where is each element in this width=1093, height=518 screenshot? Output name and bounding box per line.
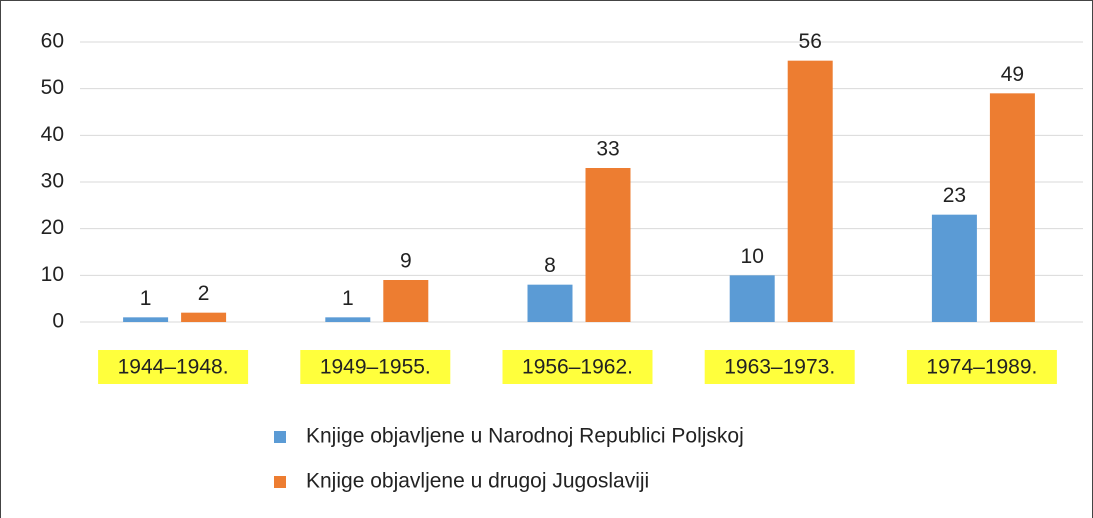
y-tick-label: 0 bbox=[52, 310, 64, 333]
y-tick-label: 50 bbox=[41, 76, 64, 99]
x-tick-label: 1944–1948. bbox=[118, 356, 229, 379]
data-label: 56 bbox=[799, 30, 822, 53]
bar bbox=[325, 317, 371, 322]
y-tick-label: 20 bbox=[41, 216, 64, 239]
category-highlight bbox=[704, 350, 855, 384]
data-label: 33 bbox=[596, 138, 619, 161]
data-label: 10 bbox=[741, 245, 764, 268]
bar bbox=[123, 317, 169, 322]
category-highlight bbox=[906, 350, 1057, 384]
x-tick-label: 1956–1962. bbox=[522, 356, 633, 379]
bar bbox=[585, 168, 631, 322]
data-label: 23 bbox=[943, 184, 966, 207]
bar bbox=[787, 60, 833, 323]
bar bbox=[931, 214, 977, 322]
legend-swatch bbox=[274, 476, 286, 488]
data-label: 2 bbox=[198, 282, 210, 305]
y-tick-label: 60 bbox=[41, 30, 64, 53]
y-tick-label: 10 bbox=[41, 263, 64, 286]
data-label: 1 bbox=[140, 287, 152, 310]
data-label: 49 bbox=[1001, 63, 1024, 86]
bar bbox=[989, 93, 1035, 322]
bar bbox=[181, 312, 227, 322]
category-highlight bbox=[98, 350, 249, 384]
x-tick-label: 1974–1989. bbox=[926, 356, 1037, 379]
category-highlight bbox=[502, 350, 653, 384]
data-label: 1 bbox=[342, 287, 354, 310]
bar bbox=[383, 280, 429, 322]
legend-label: Knjige objavljene u drugoj Jugoslaviji bbox=[306, 470, 649, 493]
y-tick-label: 40 bbox=[41, 123, 64, 146]
legend-label: Knjige objavljene u Narodnoj Republici P… bbox=[306, 425, 744, 448]
legend-swatch bbox=[274, 431, 286, 443]
category-highlight bbox=[300, 350, 451, 384]
x-tick-label: 1949–1955. bbox=[320, 356, 431, 379]
bar bbox=[729, 275, 775, 322]
y-tick-label: 30 bbox=[41, 170, 64, 193]
data-label: 8 bbox=[544, 254, 556, 277]
x-tick-label: 1963–1973. bbox=[724, 356, 835, 379]
bar bbox=[527, 284, 573, 322]
data-label: 9 bbox=[400, 250, 412, 273]
